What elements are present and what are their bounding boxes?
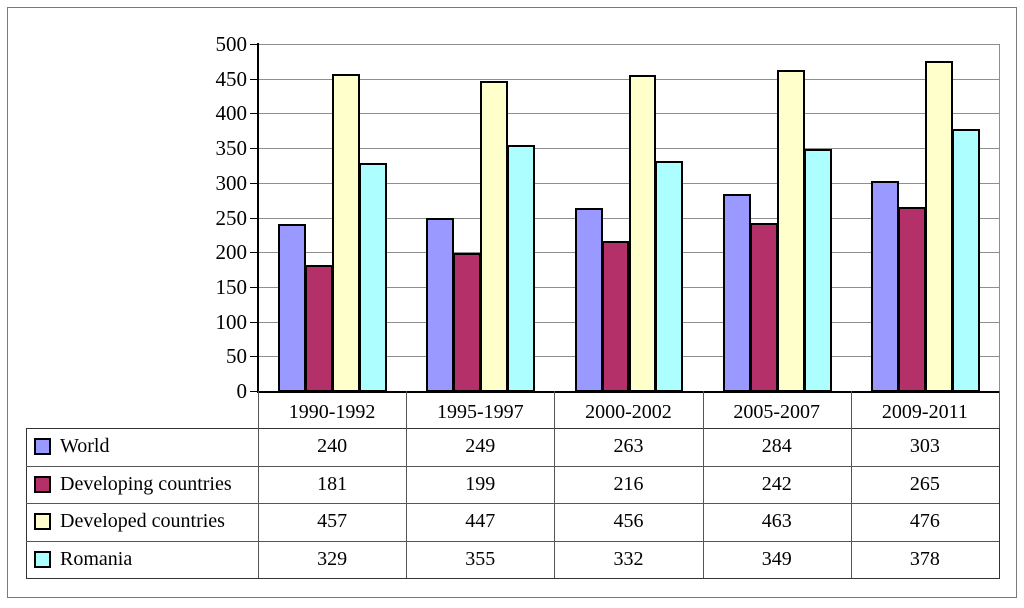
table-cell: 476	[909, 510, 940, 533]
table-col-line	[258, 428, 259, 578]
table-cell: 456	[613, 510, 644, 533]
table-col-line	[850, 428, 852, 578]
legend-swatch-world	[34, 438, 51, 456]
y-axis-label: 200	[215, 240, 248, 265]
table-cell: 303	[909, 435, 940, 458]
table-row-line	[26, 540, 999, 542]
table-row-line	[26, 503, 999, 504]
category-separator	[258, 391, 259, 428]
y-axis-tick	[250, 356, 258, 358]
legend-label: Developed countries	[60, 510, 225, 533]
bar-developing-countries-2009-2011	[897, 207, 926, 392]
bar-romania-2009-2011	[951, 128, 980, 392]
category-label: 1990-1992	[288, 401, 376, 423]
table-cell: 332	[613, 547, 644, 570]
bar-developed-countries-1995-1997	[480, 80, 509, 392]
table-cell: 349	[761, 547, 792, 570]
legend-row-romania: Romania	[34, 541, 254, 579]
y-axis-tick	[250, 252, 258, 254]
y-axis-tick	[250, 78, 258, 80]
legend-row-developing-countries: Developing countries	[34, 466, 254, 504]
category-label: 2005-2007	[733, 401, 821, 423]
category-separator	[999, 391, 1000, 428]
legend-swatch-romania	[34, 550, 51, 568]
table-cell: 265	[909, 472, 940, 495]
table-cell: 284	[761, 435, 792, 458]
plot-right-border	[999, 44, 1000, 391]
table-cell: 329	[317, 547, 348, 570]
y-axis-line	[257, 43, 259, 391]
table-cell: 181	[317, 472, 348, 495]
bar-romania-1990-1992	[359, 162, 387, 392]
table-col-line	[554, 428, 556, 578]
category-label: 1995-1997	[436, 401, 524, 423]
y-axis-label: 500	[215, 32, 248, 56]
y-axis-tick	[250, 44, 258, 45]
table-cell: 199	[465, 472, 496, 495]
y-axis-label: 150	[215, 274, 248, 299]
category-label: 2009-2011	[881, 401, 968, 423]
chart-figure: 0 50 100 150 200 250 300 350 400 450 500 1990-1992…	[7, 7, 1017, 598]
legend-label: Romania	[60, 547, 133, 570]
bar-world-2009-2011	[871, 180, 899, 392]
table-cell: 240	[317, 435, 348, 458]
table-cell: 355	[465, 547, 496, 570]
legend-swatch-developed-countries	[34, 513, 51, 531]
y-axis-tick	[250, 391, 258, 392]
table-cell: 216	[613, 472, 644, 495]
legend-swatch-developing-countries	[34, 475, 51, 493]
bar-developing-countries-2000-2002	[601, 241, 630, 392]
y-axis-label: 100	[215, 309, 248, 334]
bar-world-1995-1997	[426, 218, 455, 392]
y-axis-label: 0	[236, 379, 248, 403]
y-axis-label: 50	[226, 344, 247, 369]
y-axis-tick	[250, 321, 258, 323]
table-col-line	[702, 428, 704, 578]
table-row-line	[26, 465, 999, 467]
legend-label: World	[60, 435, 110, 458]
bar-romania-1995-1997	[507, 144, 536, 392]
bar-developed-countries-2000-2002	[628, 74, 657, 392]
bar-romania-2005-2007	[803, 148, 832, 392]
legend-row-developed-countries: Developed countries	[34, 503, 254, 541]
category-separator	[850, 391, 852, 428]
bar-developing-countries-1990-1992	[305, 265, 334, 392]
bar-developed-countries-1990-1992	[332, 73, 361, 392]
table-cell: 463	[761, 510, 792, 533]
y-axis-label: 300	[215, 170, 248, 195]
table-cell: 249	[465, 435, 496, 458]
bar-developing-countries-1995-1997	[453, 252, 482, 392]
x-axis-line	[257, 391, 1000, 393]
table-cell: 263	[613, 435, 644, 458]
y-axis-tick	[250, 182, 258, 184]
bar-world-2000-2002	[574, 208, 603, 392]
y-axis-tick	[250, 286, 258, 288]
legend-row-world: World	[34, 428, 254, 466]
y-axis-tick	[250, 113, 258, 115]
gridline	[258, 44, 999, 45]
category-separator	[554, 391, 556, 428]
bar-world-1990-1992	[278, 224, 307, 392]
table-cell: 242	[761, 472, 792, 495]
bar-world-2005-2007	[722, 193, 751, 392]
bar-developing-countries-2005-2007	[749, 223, 778, 392]
table-col-line	[406, 428, 408, 578]
y-axis-label: 250	[215, 205, 248, 230]
category-separator	[702, 391, 704, 428]
bar-developed-countries-2005-2007	[776, 69, 805, 392]
table-cell: 447	[465, 510, 496, 533]
legend-label: Developing countries	[60, 472, 232, 495]
y-axis-label: 450	[215, 66, 248, 91]
table-cell: 378	[909, 547, 940, 570]
category-label: 2000-2002	[585, 401, 672, 423]
bar-developed-countries-2009-2011	[924, 60, 953, 392]
y-axis-label: 350	[215, 136, 248, 161]
y-axis-label: 400	[215, 101, 248, 126]
bar-romania-2000-2002	[655, 160, 684, 392]
table-cell: 457	[317, 510, 348, 533]
category-separator	[406, 391, 408, 428]
y-axis-tick	[250, 148, 258, 150]
y-axis-tick	[250, 217, 258, 219]
